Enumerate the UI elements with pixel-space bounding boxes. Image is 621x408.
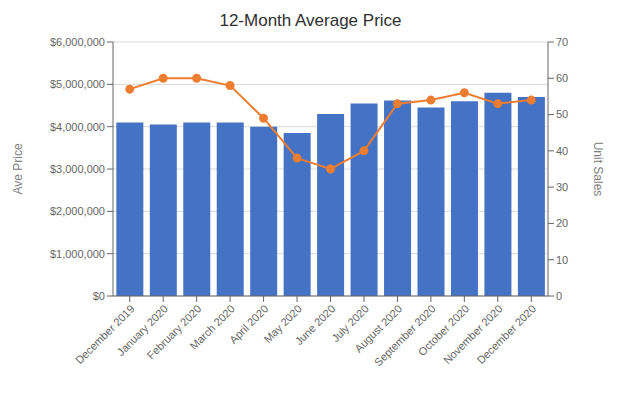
svg-text:70: 70: [556, 36, 568, 48]
svg-text:50: 50: [556, 108, 568, 120]
svg-text:40: 40: [556, 145, 568, 157]
svg-text:Unit Sales: Unit Sales: [591, 142, 605, 197]
svg-text:$1,000,000: $1,000,000: [50, 248, 105, 260]
svg-text:60: 60: [556, 72, 568, 84]
svg-text:September 2020: September 2020: [372, 302, 438, 368]
svg-text:$5,000,000: $5,000,000: [50, 78, 105, 90]
svg-text:October 2020: October 2020: [415, 302, 472, 359]
svg-text:July 2020: July 2020: [329, 302, 371, 345]
svg-text:$2,000,000: $2,000,000: [50, 205, 105, 217]
svg-text:20: 20: [556, 217, 568, 229]
svg-text:$0: $0: [93, 290, 105, 302]
svg-text:30: 30: [556, 181, 568, 193]
svg-text:December 2019: December 2019: [73, 302, 137, 366]
svg-text:February 2020: February 2020: [145, 302, 204, 361]
svg-text:May 2020: May 2020: [261, 302, 304, 346]
svg-text:June 2020: June 2020: [293, 302, 338, 347]
svg-text:$6,000,000: $6,000,000: [50, 36, 105, 48]
svg-text:March 2020: March 2020: [187, 302, 237, 352]
svg-text:Ave Price: Ave Price: [11, 143, 25, 194]
svg-text:April 2020: April 2020: [227, 302, 271, 346]
svg-text:August 2020: August 2020: [352, 302, 405, 355]
html-text:12-Month Average Price: 12-Month Average Price: [219, 11, 402, 30]
svg-text:January 2020: January 2020: [114, 302, 171, 359]
svg-text:December 2020: December 2020: [474, 302, 538, 366]
svg-text:0: 0: [556, 290, 562, 302]
svg-text:$3,000,000: $3,000,000: [50, 163, 105, 175]
svg-text:$4,000,000: $4,000,000: [50, 121, 105, 133]
svg-text:November 2020: November 2020: [441, 302, 505, 366]
svg-text:10: 10: [556, 254, 568, 266]
